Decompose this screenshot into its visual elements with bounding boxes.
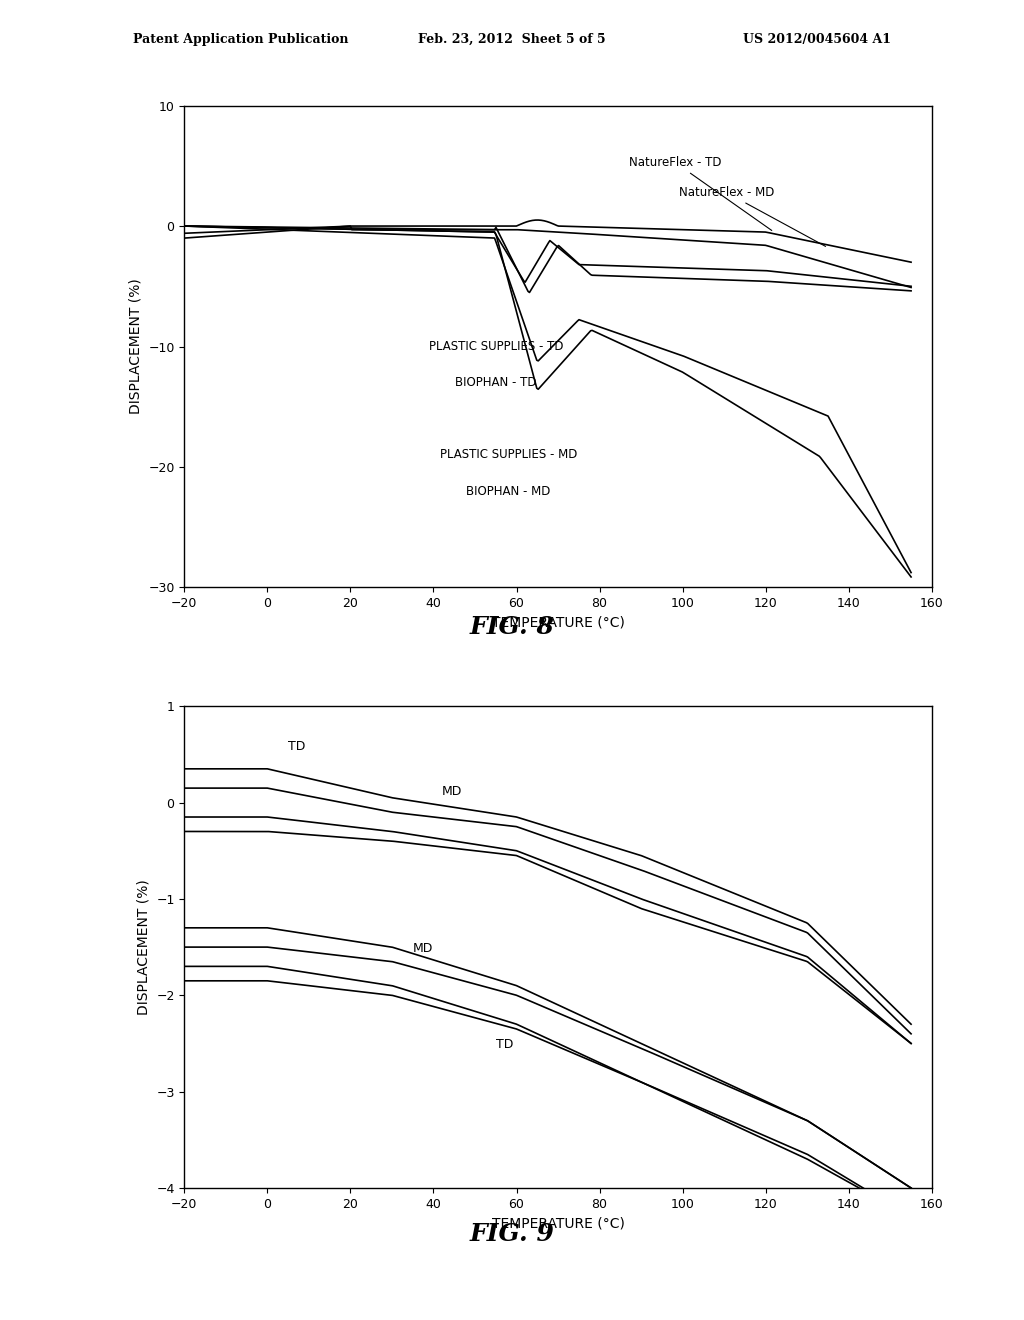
- Text: NatureFlex - TD: NatureFlex - TD: [629, 156, 772, 231]
- Text: FIG. 9: FIG. 9: [470, 1222, 554, 1246]
- Y-axis label: DISPLACEMENT (%): DISPLACEMENT (%): [129, 279, 142, 414]
- Text: MD: MD: [413, 942, 433, 954]
- Text: BIOPHAN - MD: BIOPHAN - MD: [466, 484, 551, 498]
- X-axis label: TEMPERATURE (°C): TEMPERATURE (°C): [492, 615, 625, 630]
- Text: US 2012/0045604 A1: US 2012/0045604 A1: [742, 33, 891, 46]
- Text: TD: TD: [288, 739, 305, 752]
- X-axis label: TEMPERATURE (°C): TEMPERATURE (°C): [492, 1216, 625, 1230]
- Text: Feb. 23, 2012  Sheet 5 of 5: Feb. 23, 2012 Sheet 5 of 5: [418, 33, 606, 46]
- Y-axis label: DISPLACEMENT (%): DISPLACEMENT (%): [136, 879, 151, 1015]
- Text: PLASTIC SUPPLIES - TD: PLASTIC SUPPLIES - TD: [428, 341, 563, 352]
- Text: NatureFlex - MD: NatureFlex - MD: [679, 186, 825, 247]
- Text: PLASTIC SUPPLIES - MD: PLASTIC SUPPLIES - MD: [439, 449, 577, 462]
- Text: Patent Application Publication: Patent Application Publication: [133, 33, 348, 46]
- Text: FIG. 8: FIG. 8: [470, 615, 554, 639]
- Text: BIOPHAN - TD: BIOPHAN - TD: [455, 376, 537, 389]
- Text: MD: MD: [441, 785, 462, 797]
- Text: TD: TD: [496, 1039, 513, 1051]
